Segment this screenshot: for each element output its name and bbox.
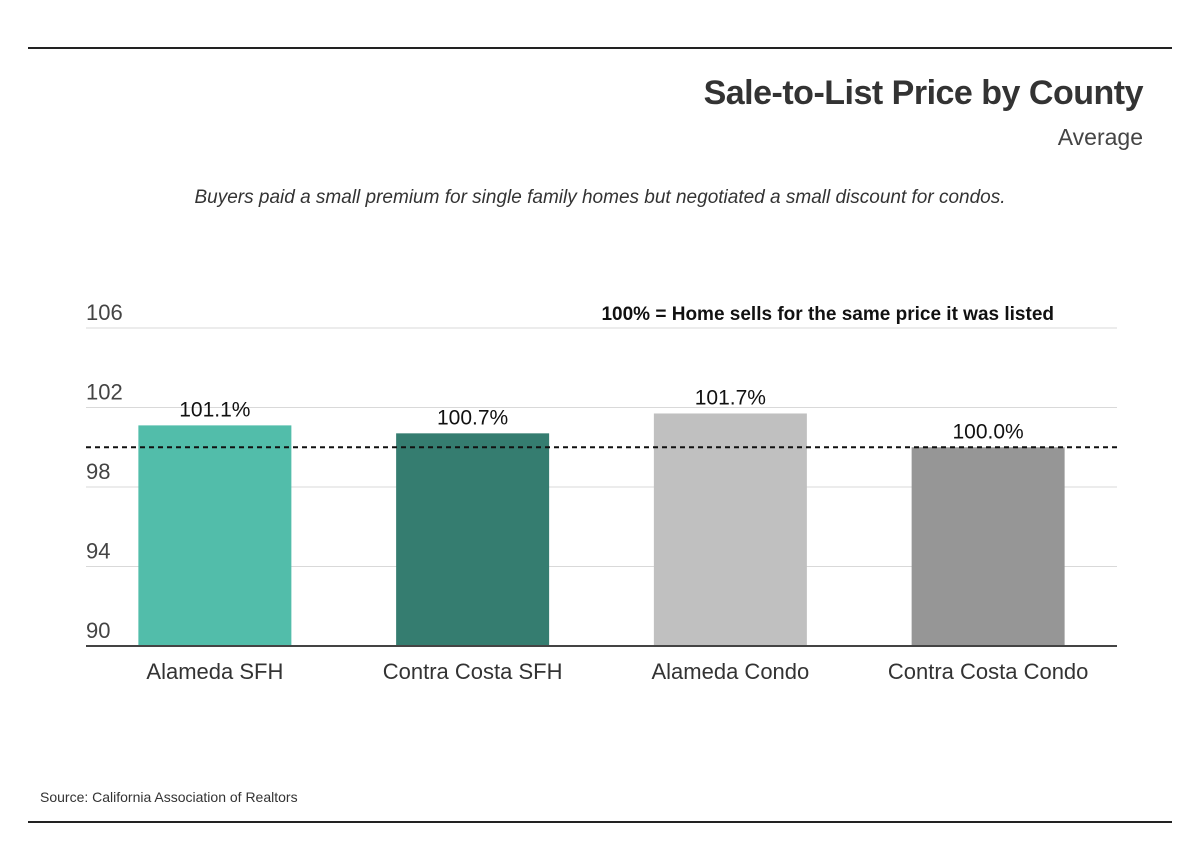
top-rule xyxy=(28,47,1172,49)
bar xyxy=(396,433,550,646)
bar xyxy=(911,447,1065,646)
source-note: Source: California Association of Realto… xyxy=(40,789,298,805)
x-category-label: Contra Costa SFH xyxy=(383,659,563,684)
bar xyxy=(138,425,292,646)
x-category-label: Alameda SFH xyxy=(146,659,283,684)
chart-caption: Buyers paid a small premium for single f… xyxy=(194,187,1006,208)
y-tick-label: 98 xyxy=(86,459,110,484)
bar-value-label: 101.1% xyxy=(179,398,250,421)
y-tick-label: 106 xyxy=(86,300,123,325)
y-tick-label: 94 xyxy=(86,539,110,564)
bar-value-label: 100.0% xyxy=(953,420,1024,443)
bar xyxy=(653,413,807,646)
bottom-rule xyxy=(28,821,1172,823)
reference-line-label: 100% = Home sells for the same price it … xyxy=(601,304,1054,325)
x-category-label: Contra Costa Condo xyxy=(888,659,1089,684)
y-tick-label: 90 xyxy=(86,618,110,643)
bar-value-label: 101.7% xyxy=(695,386,766,409)
chart-subtitle: Average xyxy=(1057,124,1143,150)
x-category-label: Alameda Condo xyxy=(651,659,809,684)
y-tick-label: 102 xyxy=(86,380,123,405)
bar-value-label: 100.7% xyxy=(437,406,508,429)
chart-title: Sale-to-List Price by County xyxy=(703,74,1144,112)
